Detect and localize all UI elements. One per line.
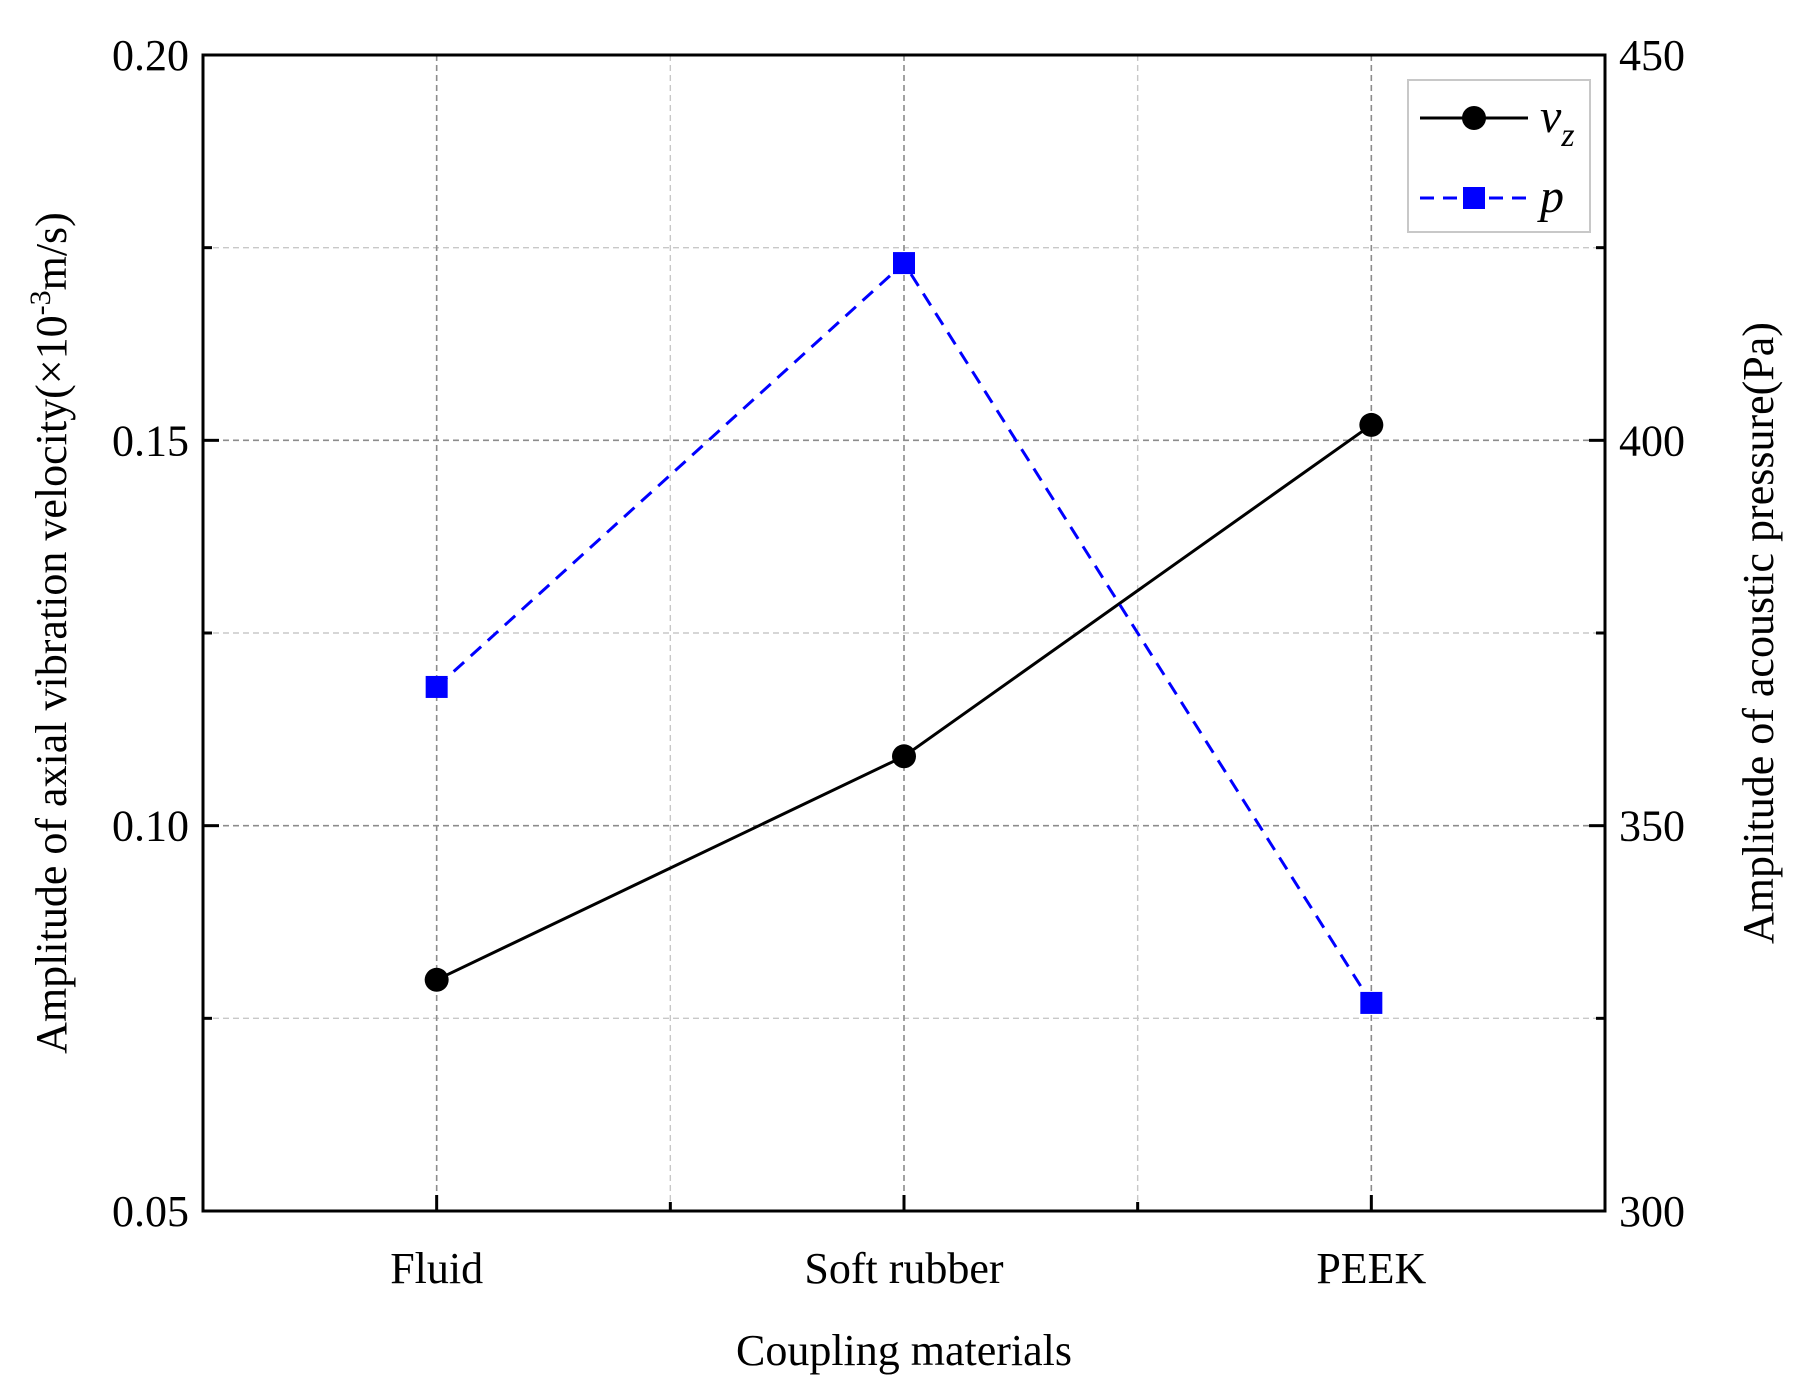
series-layer (424, 252, 1384, 1014)
left-y-axis-title: Amplitude of axial vibration velocity(×1… (24, 212, 76, 1054)
right-axis-tick-label: 450 (1619, 31, 1685, 80)
left-axis-tick-label: 0.10 (112, 802, 189, 851)
legend-marker-p (1463, 187, 1485, 209)
legend-label-v: vz (1540, 90, 1575, 154)
data-point-v (892, 744, 916, 769)
legend-marker-v (1462, 106, 1486, 130)
left-axis-tick-label: 0.15 (112, 416, 189, 465)
data-point-p (893, 252, 915, 275)
legend-item-v: vz (1420, 90, 1575, 154)
x-axis-category-label: PEEK (1316, 1244, 1426, 1293)
legend-label-p: p (1537, 170, 1564, 223)
left-y-axis-title-superscript: -3 (24, 290, 57, 315)
right-y-axis-title: Amplitude of acoustic pressure(Pa) (1734, 322, 1783, 944)
left-y-axis-title-suffix: m/s) (27, 212, 76, 290)
data-point-p (425, 675, 448, 698)
x-axis-category-label: Fluid (390, 1244, 483, 1293)
legend-box (1407, 79, 1591, 233)
legend-item-p: p (1420, 170, 1564, 223)
x-axis-category-label: Soft rubber (804, 1244, 1004, 1293)
grid-lines (203, 55, 1605, 1211)
right-axis-tick-label: 400 (1619, 416, 1685, 465)
data-point-p (1360, 991, 1383, 1014)
left-y-axis-title-prefix: Amplitude of axial vibration velocity(×1… (27, 315, 76, 1053)
tick-labels: 0.05 0.10 0.15 0.20 300 350 400 450 Fluid Soft ru… (112, 31, 1685, 1293)
right-axis-tick-label: 300 (1619, 1187, 1685, 1236)
right-axis-tick-label: 350 (1619, 802, 1685, 851)
x-axis-title: Coupling materials (736, 1326, 1072, 1375)
left-axis-tick-label: 0.20 (112, 31, 189, 80)
legend: vz p (1407, 79, 1591, 233)
axis-ticks (203, 53, 1605, 1213)
left-axis-tick-label: 0.05 (112, 1187, 189, 1236)
data-point-v (424, 967, 449, 992)
data-point-v (1359, 412, 1384, 437)
